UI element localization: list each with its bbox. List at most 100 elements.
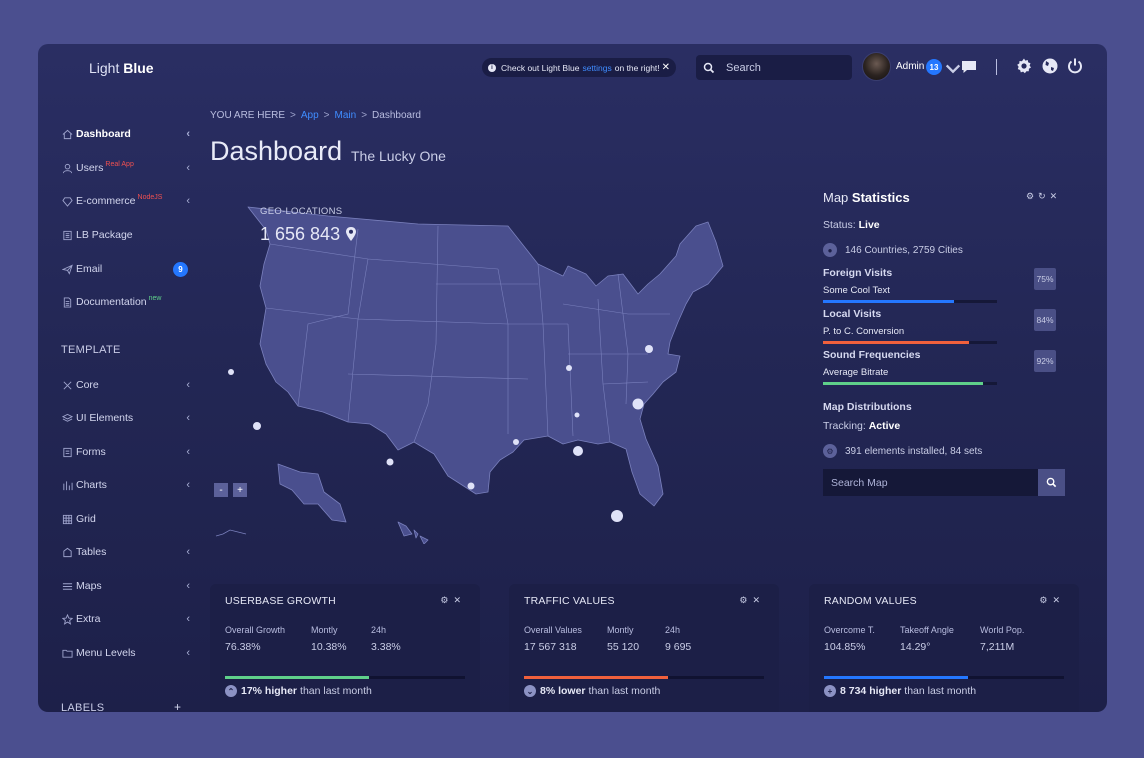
- search-map-button[interactable]: [1038, 469, 1065, 496]
- add-label-button[interactable]: +: [174, 700, 182, 712]
- power-icon[interactable]: [1066, 57, 1084, 78]
- sidebar-item-ecommerce[interactable]: E-commerce NodeJS ‹: [60, 192, 190, 210]
- chevron-down-icon[interactable]: [944, 60, 962, 81]
- sidebar-item-lb-package[interactable]: LB Package: [60, 226, 190, 244]
- page-subtitle: The Lucky One: [351, 148, 446, 164]
- zoom-out-button[interactable]: -: [214, 483, 228, 497]
- sidebar-item-label: Charts: [76, 479, 107, 491]
- sidebar-item-label: Grid: [76, 513, 96, 525]
- avatar[interactable]: [862, 52, 891, 81]
- local-visits-percent: 84%: [1034, 309, 1056, 331]
- sidebar-item-email[interactable]: Email 9: [60, 260, 190, 278]
- sidebar-item-menu-levels[interactable]: Menu Levels ‹: [60, 644, 190, 662]
- sidebar-item-tables[interactable]: Tables ‹: [60, 543, 190, 561]
- map-pin-icon: [346, 227, 357, 241]
- sidebar-item-users[interactable]: Users Real App ‹: [60, 159, 190, 177]
- chevron-left-icon: ‹: [186, 379, 190, 391]
- local-visits-fill: [823, 341, 970, 344]
- sidebar-item-label: Maps: [76, 580, 102, 592]
- card-value: 104.85%: [824, 641, 866, 653]
- settings-icon[interactable]: ⚙: [1026, 191, 1039, 201]
- sidebar-item-documentation[interactable]: Documentation new: [60, 293, 190, 311]
- card-footer: ⌃ 17% higher than last month: [225, 685, 372, 697]
- sidebar-item-charts[interactable]: Charts ‹: [60, 476, 190, 494]
- sidebar-item-dashboard[interactable]: Dashboard ‹: [60, 125, 190, 143]
- notice-text-end: on the right!: [614, 62, 660, 73]
- card-progress-fill: [225, 676, 369, 679]
- sidebar-item-label: Extra: [76, 613, 101, 625]
- zoom-in-button[interactable]: +: [233, 483, 247, 497]
- sidebar-item-maps[interactable]: Maps ‹: [60, 577, 190, 595]
- close-icon[interactable]: ✕: [1049, 191, 1062, 201]
- email-count-badge: 9: [173, 261, 188, 277]
- chart-icon: [60, 480, 74, 491]
- sidebar-item-label: Forms: [76, 446, 106, 458]
- sound-frequencies-bar: [823, 382, 997, 385]
- card-tools: ⚙✕: [440, 595, 466, 606]
- close-icon[interactable]: ✕: [1052, 595, 1065, 605]
- chevron-left-icon: ‹: [186, 580, 190, 592]
- card-value: 7,211M: [980, 641, 1015, 653]
- chevron-left-icon: ‹: [186, 446, 190, 458]
- settings-icon[interactable]: ⚙: [440, 595, 454, 605]
- sidebar-item-ui-elements[interactable]: UI Elements ‹: [60, 409, 190, 427]
- settings-link[interactable]: settings: [582, 62, 612, 73]
- search-icon[interactable]: [696, 62, 722, 74]
- geo-locations-value: 1 656 843: [260, 224, 357, 245]
- card-label: Overall Growth: [225, 625, 286, 635]
- labels-heading: LABELS: [61, 702, 105, 712]
- card-label: 24h: [371, 625, 387, 635]
- settings-icon[interactable]: ⚙: [739, 595, 753, 605]
- card-title: RANDOM VALUES: [824, 595, 917, 607]
- geo-count: 1 656 843: [260, 224, 341, 244]
- card-progress-fill: [524, 676, 668, 679]
- sidebar-item-extra[interactable]: Extra ‹: [60, 610, 190, 628]
- globe-icon[interactable]: [1041, 57, 1059, 78]
- chat-icon[interactable]: [960, 58, 978, 79]
- breadcrumb-app-link[interactable]: App: [300, 110, 319, 121]
- search-input[interactable]: [722, 61, 842, 74]
- card-title: TRAFFIC VALUES: [524, 595, 615, 607]
- sidebar-item-core[interactable]: Core ‹: [60, 376, 190, 394]
- card-tools: ⚙✕: [1039, 595, 1065, 606]
- arrow-down-icon: ⌄: [524, 685, 536, 697]
- breadcrumb-main-link[interactable]: Main: [334, 110, 357, 121]
- arrow-up-icon: ⌃: [225, 685, 237, 697]
- user-name[interactable]: Admin: [896, 61, 925, 72]
- notification-count-badge: 13: [926, 59, 942, 75]
- countries-text: 146 Countries, 2759 Cities: [845, 244, 963, 256]
- app-window: Light Blue Dashboard ‹ Users Real App ‹ E…: [38, 44, 1107, 712]
- random-values-card: RANDOM VALUES ⚙✕ Overcome T. Takeoff Ang…: [809, 584, 1079, 712]
- breadcrumb-current: Dashboard: [372, 110, 421, 121]
- logo[interactable]: Light Blue: [89, 60, 154, 76]
- user-icon: [60, 163, 74, 174]
- sidebar-item-forms[interactable]: Forms ‹: [60, 443, 190, 461]
- form-icon: [60, 447, 74, 458]
- card-label: Takeoff Angle: [900, 625, 954, 635]
- us-map[interactable]: [208, 204, 748, 544]
- gear-icon[interactable]: [1015, 57, 1033, 78]
- table-icon: [60, 547, 74, 558]
- chevron-left-icon: ‹: [186, 128, 190, 140]
- chevron-left-icon: ‹: [186, 647, 190, 659]
- settings-icon[interactable]: ⚙: [1039, 595, 1053, 605]
- title-bold: Statistics: [851, 190, 910, 205]
- breadcrumb-separator: >: [323, 110, 330, 121]
- map-statistics-title: Map Statistics: [823, 190, 910, 205]
- close-icon[interactable]: ✕: [453, 595, 466, 605]
- search-map-input[interactable]: [823, 469, 1038, 496]
- close-notice-button[interactable]: ✕: [661, 62, 670, 73]
- card-footer-highlight: 8% lower: [540, 685, 586, 697]
- status-value: Live: [858, 219, 880, 231]
- breadcrumb-separator: >: [290, 110, 296, 121]
- template-heading: TEMPLATE: [61, 344, 121, 356]
- chevron-left-icon: ‹: [186, 412, 190, 424]
- chevron-left-icon: ‹: [186, 613, 190, 625]
- folder-icon: [60, 648, 74, 659]
- close-icon[interactable]: ✕: [752, 595, 765, 605]
- refresh-icon[interactable]: ↻: [1038, 191, 1050, 201]
- info-icon: i: [488, 63, 496, 72]
- sidebar-item-label: UI Elements: [76, 412, 134, 424]
- sidebar-item-grid[interactable]: Grid: [60, 510, 190, 528]
- card-value: 55 120: [607, 641, 640, 653]
